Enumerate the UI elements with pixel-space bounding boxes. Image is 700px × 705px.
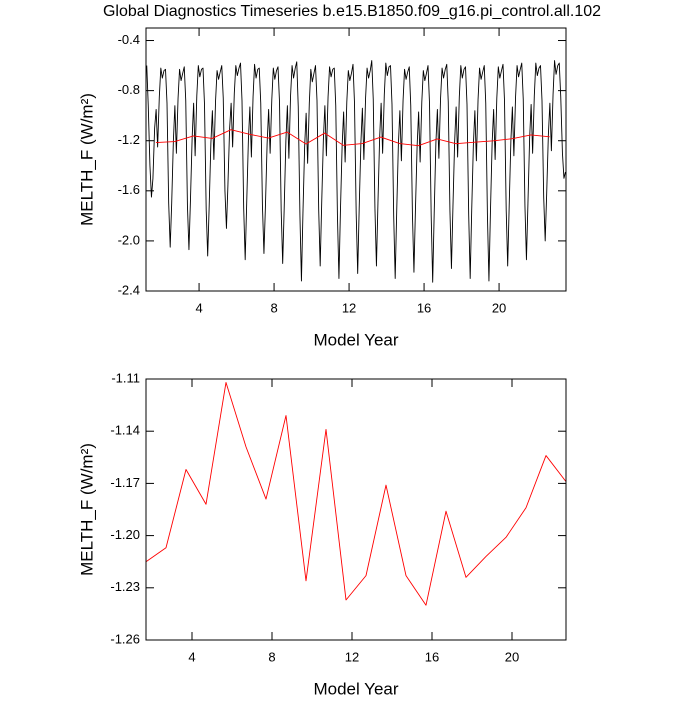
y-tick-label: -2.0 (118, 232, 140, 247)
y-tick-label: -1.26 (110, 631, 140, 646)
x-tick-label: 12 (342, 300, 356, 315)
x-tick-label: 16 (417, 300, 431, 315)
data-line (145, 382, 567, 606)
y-tick-label: -2.4 (118, 282, 140, 297)
y-tick-label: -1.6 (118, 182, 140, 197)
plot-frame (145, 378, 567, 641)
x-tick-label: 4 (195, 300, 202, 315)
x-axis-label: Model Year (313, 330, 398, 349)
y-tick-label: -1.14 (110, 423, 140, 438)
y-tick-label: -1.20 (110, 527, 140, 542)
x-tick-label: 12 (345, 649, 359, 664)
y-tick-label: -0.8 (118, 82, 140, 97)
y-tick-label: -0.4 (118, 32, 140, 47)
x-tick-label: 16 (425, 649, 439, 664)
y-axis-label: MELTH_F (W/m²) (77, 443, 96, 576)
chart-title: Global Diagnostics Timeseries b.e15.B185… (103, 3, 601, 20)
x-tick-label: 20 (505, 649, 519, 664)
y-tick-label: -1.17 (110, 475, 140, 490)
plot-frame (145, 27, 567, 292)
data-line (146, 60, 566, 283)
data-line (155, 129, 550, 147)
x-tick-label: 20 (492, 300, 506, 315)
y-tick-label: -1.23 (110, 579, 140, 594)
x-tick-label: 8 (270, 300, 277, 315)
y-tick-label: -1.11 (111, 370, 140, 385)
x-tick-label: 8 (268, 649, 275, 664)
y-axis-label: MELTH_F (W/m²) (77, 93, 96, 226)
x-axis-label: Model Year (313, 679, 398, 698)
x-tick-label: 4 (188, 649, 195, 664)
y-tick-label: -1.2 (118, 132, 140, 147)
